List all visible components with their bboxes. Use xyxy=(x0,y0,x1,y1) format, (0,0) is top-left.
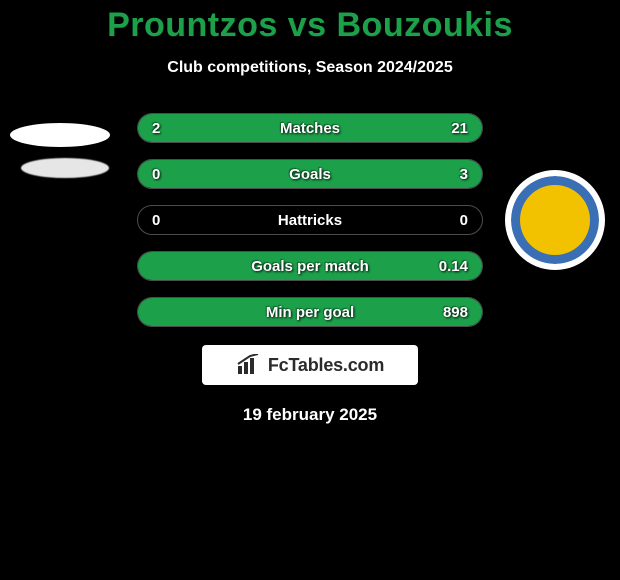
left-club-badge xyxy=(5,88,115,198)
stat-value-right: 0 xyxy=(460,206,468,234)
stat-row: Min per goal 898 xyxy=(137,297,483,327)
stat-row: 2 Matches 21 xyxy=(137,113,483,143)
stat-value-right: 21 xyxy=(451,114,468,142)
stat-fill-right xyxy=(138,160,482,188)
stat-value-left: 2 xyxy=(152,114,160,142)
stat-value-right: 0.14 xyxy=(439,252,468,280)
stat-fill-right xyxy=(169,114,482,142)
stat-value-right: 3 xyxy=(460,160,468,188)
stat-fill-right xyxy=(138,252,482,280)
stat-row: 0 Goals 3 xyxy=(137,159,483,189)
stat-value-left: 0 xyxy=(152,206,160,234)
stat-value-left: 0 xyxy=(152,160,160,188)
stat-label: Hattricks xyxy=(138,206,482,234)
right-club-badge xyxy=(505,170,615,280)
brand-badge: FcTables.com xyxy=(202,345,418,385)
stat-value-right: 898 xyxy=(443,298,468,326)
date-text: 19 february 2025 xyxy=(0,405,620,425)
stat-row: Goals per match 0.14 xyxy=(137,251,483,281)
subtitle: Club competitions, Season 2024/2025 xyxy=(0,59,620,77)
page-title: Prountzos vs Bouzoukis xyxy=(0,0,620,45)
brand-text: FcTables.com xyxy=(268,355,384,376)
stat-fill-right xyxy=(138,298,482,326)
bar-chart-icon xyxy=(236,354,262,376)
stat-row: 0 Hattricks 0 xyxy=(137,205,483,235)
